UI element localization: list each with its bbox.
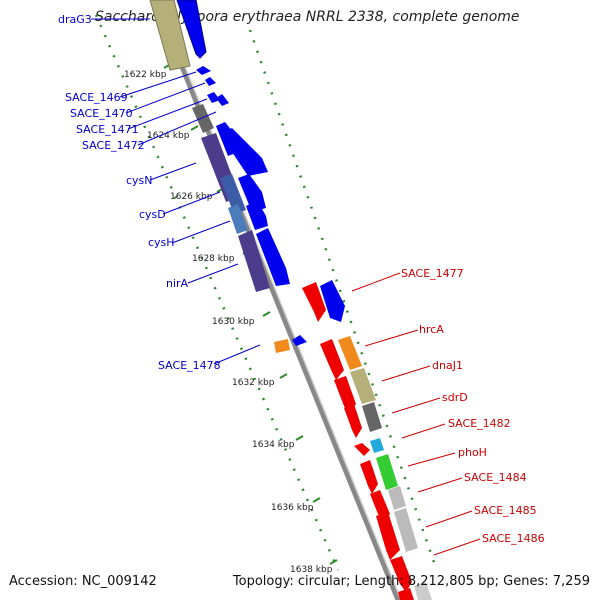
gene-SACE_1472-grey[interactable] (192, 104, 214, 133)
label-phoH[interactable]: phoH (458, 446, 487, 459)
map-title: Saccharopolyspora erythraea NRRL 2338, c… (95, 9, 520, 25)
gene-phoH-green[interactable] (376, 454, 398, 490)
ruler-label-1622: 1622 kbp (124, 70, 167, 80)
label-SACE_1485[interactable]: SACE_1485 (474, 504, 537, 517)
label-cysD[interactable]: cysD (139, 208, 166, 221)
left-ruler-track (94, 14, 340, 571)
gene-cysD-bar[interactable] (220, 174, 246, 214)
gene-cysH-bar[interactable] (228, 204, 248, 234)
right-gene-labels: SACE_1477 hrcA dnaJ1 sdrD SACE_1482 phoH… (401, 267, 545, 545)
label-SACE_1471[interactable]: SACE_1471 (76, 123, 139, 136)
gene-sdrD-red[interactable] (344, 404, 362, 438)
label-SACE_1486[interactable]: SACE_1486 (482, 532, 545, 545)
gene-SACE_1484-grey[interactable] (388, 486, 406, 510)
gene-SACE_1477-blue[interactable] (320, 280, 345, 322)
gene-cysD-arrow[interactable] (238, 174, 266, 212)
left-gene-features (149, 0, 307, 353)
accession-text: Accession: NC_009142 (9, 574, 157, 589)
gene-dnaJ1-khaki[interactable] (350, 368, 376, 404)
gene-draG3-bar[interactable] (149, 0, 191, 71)
gene-nirA-arrow[interactable] (256, 228, 290, 286)
gene-cysN-arrow[interactable] (220, 128, 268, 176)
gene-SACE_1486-red[interactable] (390, 556, 412, 592)
label-dnaJ1[interactable]: dnaJ1 (432, 359, 463, 372)
label-SACE_1472[interactable]: SACE_1472 (82, 139, 145, 152)
gene-sdrD-grey[interactable] (362, 402, 382, 432)
label-SACE_1478[interactable]: SACE_1478 (158, 359, 221, 372)
ruler-label-1624: 1624 kbp (147, 131, 190, 141)
label-cysN[interactable]: cysN (126, 174, 153, 187)
genome-backbone (152, 0, 401, 600)
left-leader-lines (91, 18, 261, 365)
ruler-label-1626: 1626 kbp (170, 192, 213, 202)
gene-SACE_1486-bottom-red[interactable] (398, 588, 414, 600)
label-hrcA[interactable]: hrcA (419, 323, 444, 336)
genome-backbone-highlight (157, 0, 402, 600)
ruler-label-1636: 1636 kbp (271, 503, 314, 513)
gene-SACE_1471-b[interactable] (216, 94, 229, 106)
gene-cysH-arrow[interactable] (246, 200, 268, 230)
ruler-labels: 1622 kbp 1624 kbp 1626 kbp 1628 kbp 1630… (124, 70, 333, 575)
ruler-label-1634: 1634 kbp (252, 440, 295, 450)
label-SACE_1484[interactable]: SACE_1484 (464, 471, 527, 484)
label-draG3[interactable]: draG3 (58, 13, 92, 26)
gene-SACE_1478-orange[interactable] (274, 339, 290, 353)
gene-bottom-grey[interactable] (414, 582, 432, 600)
right-guide-track (248, 29, 438, 569)
gene-hrcA-orange[interactable] (338, 336, 362, 370)
gene-phoH-red[interactable] (360, 460, 378, 494)
label-SACE_1469[interactable]: SACE_1469 (65, 91, 128, 104)
ruler-ticks (163, 63, 338, 565)
genome-summary-text: Topology: circular; Length: 8,212,805 bp… (232, 574, 590, 589)
gene-draG3-arrow[interactable] (176, 0, 207, 59)
ruler-label-1628: 1628 kbp (192, 254, 235, 264)
label-cysH[interactable]: cysH (148, 236, 175, 249)
gene-SACE_1482-red[interactable] (354, 443, 370, 456)
gene-hrcA-red[interactable] (320, 339, 344, 380)
right-gene-features (302, 280, 432, 600)
label-sdrD[interactable]: sdrD (442, 391, 468, 404)
gene-SACE_1471-a[interactable] (207, 92, 220, 103)
right-leader-lines (351, 272, 481, 556)
gene-nirA-bar[interactable] (238, 230, 270, 292)
ruler-label-1630: 1630 kbp (212, 317, 255, 327)
label-SACE_1470[interactable]: SACE_1470 (70, 107, 133, 120)
gene-SACE_1485-grey[interactable] (394, 508, 418, 552)
gene-SACE_1482-cyan[interactable] (370, 438, 384, 453)
gene-SACE_1485-red[interactable] (376, 512, 400, 560)
gene-SACE_1470[interactable] (205, 77, 216, 86)
label-nirA[interactable]: nirA (166, 277, 189, 290)
gene-SACE_1478-arrow[interactable] (292, 335, 307, 346)
left-gene-labels: draG3 SACE_1469 SACE_1470 SACE_1471 SACE… (58, 13, 221, 372)
gene-SACE_1469[interactable] (196, 66, 211, 75)
gene-dnaJ1-red[interactable] (334, 376, 356, 414)
ruler-label-1632: 1632 kbp (232, 378, 275, 388)
gene-SACE_1477-red[interactable] (302, 282, 326, 322)
ruler-label-1638: 1638 kbp (290, 565, 333, 575)
label-SACE_1477[interactable]: SACE_1477 (401, 267, 464, 280)
label-SACE_1482[interactable]: SACE_1482 (448, 417, 511, 430)
